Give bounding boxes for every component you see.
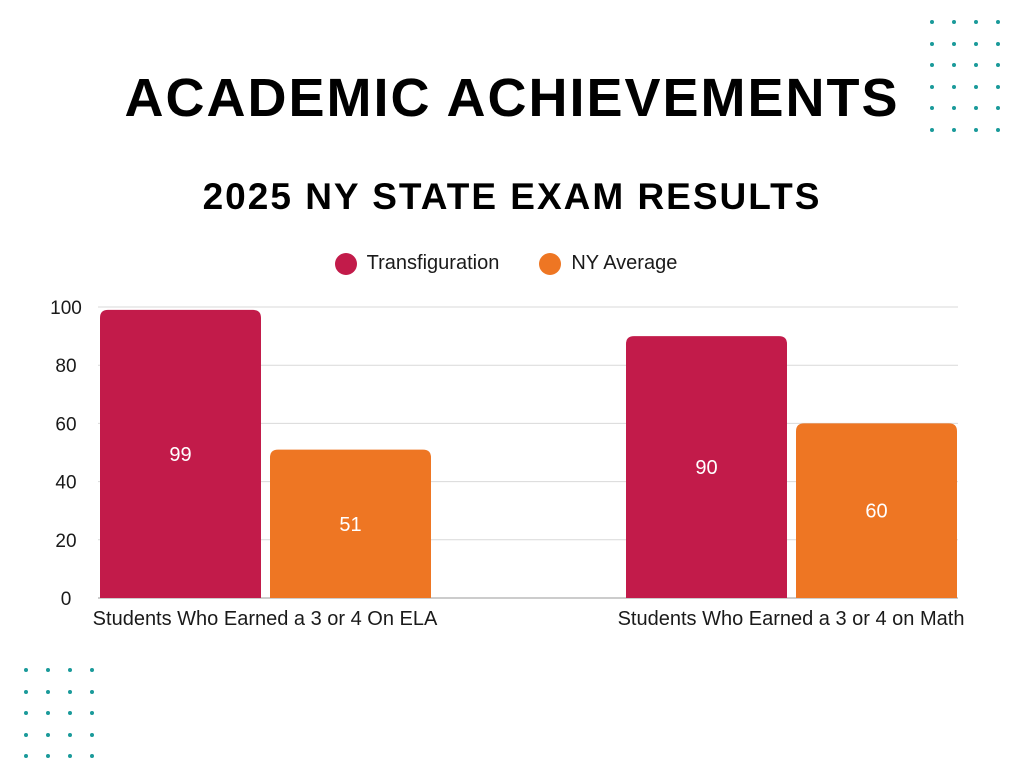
decorative-dot (952, 106, 956, 110)
y-tick-label-20: 20 (55, 531, 76, 552)
decorative-dot-grid-bottom-left (24, 668, 104, 764)
decorative-dot (930, 20, 934, 24)
decorative-dot (974, 106, 978, 110)
decorative-dot (68, 711, 72, 715)
decorative-dot (952, 84, 956, 89)
decorative-dot (24, 711, 28, 715)
legend-item-transfiguration: Transfiguration (334, 252, 500, 275)
decorative-dot (24, 689, 28, 694)
bar-transfiguration-0 (100, 309, 261, 598)
data-label-transfiguration-1: 90 (695, 457, 717, 479)
decorative-dot (974, 20, 978, 24)
decorative-dot (930, 63, 934, 67)
decorative-dot (930, 106, 934, 110)
legend-swatch-ny-average (539, 252, 562, 275)
data-label-transfiguration-0: 99 (169, 444, 191, 466)
decorative-dot (46, 754, 50, 758)
y-tick-label-60: 60 (55, 414, 76, 435)
y-tick-label-100: 100 (50, 298, 82, 319)
legend-item-ny-average: NY Average (539, 252, 677, 275)
decorative-dot (24, 668, 28, 672)
decorative-dot (90, 754, 94, 758)
legend-swatch-transfiguration (334, 252, 357, 275)
page-title: ACADEMIC ACHIEVEMENTS (124, 68, 900, 128)
decorative-dot (974, 127, 978, 132)
data-label-ny-average-1: 60 (865, 501, 887, 523)
decorative-dot (24, 754, 28, 758)
decorative-dot (68, 754, 72, 758)
chart-legend: Transfiguration NY Average (0, 252, 1024, 275)
x-category-label-1: Students Who Earned a 3 or 4 on Math (618, 608, 965, 630)
decorative-dot-grid-top-right (930, 20, 1010, 132)
legend-label-transfiguration: Transfiguration (366, 252, 500, 274)
decorative-dot (68, 668, 72, 672)
decorative-dot (46, 732, 50, 737)
decorative-dot (996, 127, 1000, 132)
decorative-dot (46, 711, 50, 715)
decorative-dot (996, 84, 1000, 89)
x-category-label-0: Students Who Earned a 3 or 4 On ELA (93, 608, 438, 630)
decorative-dot (90, 668, 94, 672)
decorative-dot (996, 63, 1000, 67)
decorative-dot (974, 41, 978, 46)
data-label-ny-average-0: 51 (339, 514, 361, 536)
decorative-dot (68, 689, 72, 694)
decorative-dot (952, 20, 956, 24)
bar-ny-average-0 (270, 449, 431, 598)
decorative-dot (46, 668, 50, 672)
decorative-dot (930, 127, 934, 132)
bar-ny-average-1 (796, 423, 957, 598)
decorative-dot (952, 63, 956, 67)
decorative-dot (90, 689, 94, 694)
y-tick-label-80: 80 (55, 356, 76, 377)
decorative-dot (996, 106, 1000, 110)
decorative-dot (996, 20, 1000, 24)
decorative-dot (90, 732, 94, 737)
decorative-dot (46, 689, 50, 694)
decorative-dot (974, 63, 978, 67)
legend-label-ny-average: NY Average (571, 252, 678, 274)
decorative-dot (930, 84, 934, 89)
decorative-dot (24, 732, 28, 737)
y-tick-label-40: 40 (55, 473, 76, 494)
decorative-dot (974, 84, 978, 89)
decorative-dot (952, 127, 956, 132)
decorative-dot (68, 732, 72, 737)
decorative-dot (952, 41, 956, 46)
page-subtitle: 2025 NY STATE EXAM RESULTS (202, 176, 822, 217)
decorative-dot (930, 41, 934, 46)
decorative-dot (996, 41, 1000, 46)
decorative-dot (90, 711, 94, 715)
y-tick-label-0: 0 (61, 589, 72, 610)
bar-transfiguration-1 (626, 336, 787, 598)
